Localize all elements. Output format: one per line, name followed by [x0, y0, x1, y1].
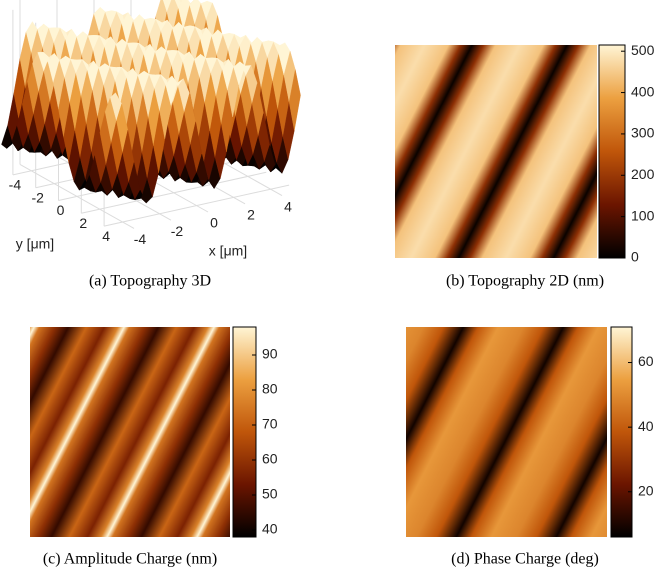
- colorbar-tick-label: 20: [638, 482, 654, 498]
- colorbar-tick-label: 200: [631, 166, 655, 182]
- colorbar-tick-label: 0: [631, 249, 639, 265]
- x-tick-label: 0: [210, 215, 218, 231]
- y-tick-label: 2: [79, 215, 87, 231]
- colorbar-tick-label: 500: [631, 42, 655, 58]
- caption: (d) Phase Charge (deg): [451, 551, 599, 568]
- heatmap-image: [395, 45, 597, 258]
- x-axis-label: x [μm]: [209, 243, 247, 259]
- surface-patch: [288, 69, 301, 131]
- colorbar: [232, 326, 257, 538]
- colorbar-tick-label: 60: [638, 353, 654, 369]
- x-tick-label: 4: [284, 198, 292, 214]
- colorbar-tick-label: 40: [262, 521, 278, 537]
- y-tick-label: -2: [31, 189, 44, 205]
- colorbar-tick-label: 40: [638, 418, 654, 434]
- caption: (b) Topography 2D (nm): [446, 273, 604, 290]
- x-tick-label: -2: [171, 223, 184, 239]
- y-tick-label: -4: [9, 177, 22, 193]
- colorbar-tick-label: 100: [631, 207, 655, 223]
- colorbar-tick-label: 90: [262, 346, 278, 362]
- surface: [1, 0, 301, 204]
- y-tick-label: 4: [102, 228, 110, 244]
- colorbar-tick-label: 60: [262, 451, 278, 467]
- y-axis-label: y [μm]: [16, 236, 54, 252]
- colorbar-tick-label: 80: [262, 381, 278, 397]
- colorbar-tick-label: 70: [262, 416, 278, 432]
- colorbar-tick-label: 50: [262, 486, 278, 502]
- x-tick-label: -4: [134, 231, 147, 247]
- colorbar: [598, 44, 626, 259]
- surface-patch: [162, 0, 172, 13]
- y-tick-label: 0: [57, 202, 65, 218]
- heatmap-image: [406, 327, 607, 537]
- colorbar-tick-label: 400: [631, 83, 655, 99]
- grid-line: [81, 171, 267, 214]
- x-tick-label: 2: [247, 207, 255, 223]
- heatmap-image: [30, 327, 230, 537]
- caption: (c) Amplitude Charge (nm): [43, 551, 217, 568]
- grid-line: [103, 184, 290, 227]
- surface-patch: [186, 0, 195, 6]
- colorbar: [610, 326, 633, 538]
- colorbar-tick-label: 300: [631, 125, 655, 141]
- caption: (a) Topography 3D: [89, 273, 211, 290]
